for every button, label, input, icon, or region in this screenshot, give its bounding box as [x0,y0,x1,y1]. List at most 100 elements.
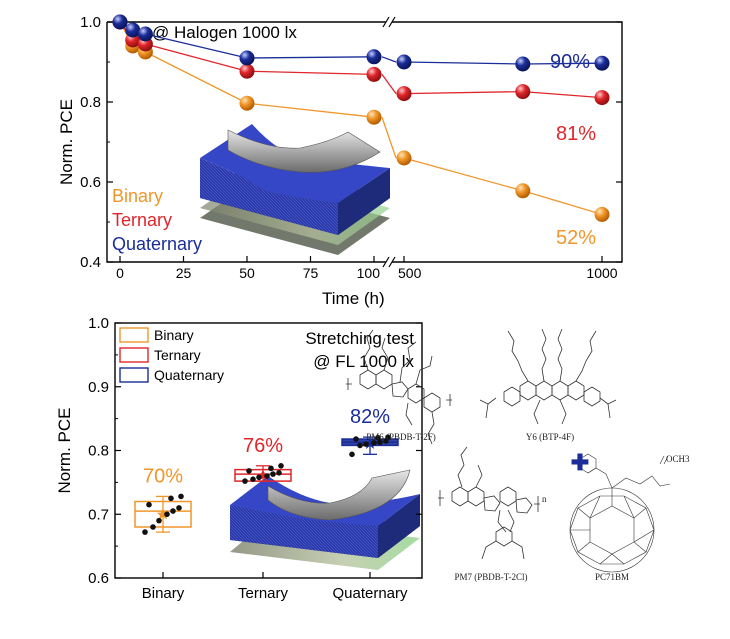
bottom-x-tick-label: Ternary [238,585,289,602]
top-axis-right-frame [392,21,623,263]
pm6-structure [346,329,452,445]
axis-break-mark [388,256,396,268]
quaternary-value-label: 82% [350,406,390,428]
bottom-legend-swatch-ternary [119,347,149,363]
bottom-y-tick-label: 0.7 [88,506,109,523]
top-y-axis-title: Norm. PCE [57,99,76,185]
top-chart-title: @ Halogen 1000 lx [152,23,297,42]
binary-line-bridge [381,116,397,159]
binary-point [594,206,610,222]
quaternary-data-point [371,440,377,446]
ternary-box [234,468,292,482]
quaternary-point [594,55,610,71]
top-y-tick-label: 1.0 [80,14,101,31]
binary-point [366,109,382,125]
pm7-label: PM7 (PBDB-T-2Cl) [455,572,528,582]
top-x-axis-title: Time (h) [322,289,385,308]
ternary-point [366,66,382,82]
top-x-tick-label: 25 [176,265,192,281]
bottom-title-line-1: Stretching test [305,329,414,348]
ternary-data-point [242,478,248,484]
repeat-n-label: n [542,494,547,504]
binary-point [396,150,412,166]
ternary-data-point [250,476,256,482]
ternary-line-b [403,90,603,99]
quaternary-data-point [353,436,359,442]
legend-binary: Binary [112,186,163,206]
top-y-tick-label: 0.8 [80,94,101,111]
top-y-tick-label: 0.4 [80,254,101,271]
bottom-legend-quaternary: Quaternary [154,367,224,383]
quaternary-data-point [363,441,369,447]
ternary-point [396,86,412,102]
quaternary-point [366,49,382,65]
bottom-legend-swatch-binary [119,327,149,343]
binary-data-point [142,529,148,535]
plus-sign: ✚ [571,450,589,475]
quaternary-point [125,22,141,38]
top-x-tick-label: 100 [357,265,381,281]
top-x-tick-label: 0 [116,265,124,281]
binary-data-point [164,511,170,518]
axis-break-mark [388,16,396,28]
top-x-tick-label: 75 [303,265,319,281]
binary-point [515,183,531,199]
binary-data-point [170,508,176,514]
binary-point [239,95,255,111]
ternary-line-bridge [381,74,397,94]
quaternary-data-point [375,434,381,441]
top-x-tick-label: 500 [398,265,422,281]
bottom-legend-ternary: Ternary [154,347,201,363]
legend-quaternary: Quaternary [112,234,202,254]
legend-ternary: Ternary [112,210,172,230]
binary-data-point [146,501,152,508]
axis-break-mark [382,256,390,268]
binary-data-point [168,495,174,502]
stretching-chart: 0.6 0.7 0.8 0.9 1.0 Binary Ternary Quaternary No… [55,315,423,602]
axis-break-mark [382,16,390,28]
bottom-x-tick-label: Quaternary [332,585,408,602]
binary-box [134,500,192,528]
bottom-y-tick-label: 0.6 [88,570,109,587]
bottom-x-tick-label: Binary [142,585,185,602]
ternary-data-point [276,470,282,476]
bottom-device-illustration [230,469,420,570]
binary-data-point [156,517,162,524]
ternary-point [594,90,610,106]
quaternary-point [396,54,412,70]
binary-line-b [403,157,603,216]
chemical-structures: ✚ PM6 (PBDB-T-2F) Y6 (BTP-4F) PM7 (PBDB-… [346,328,690,582]
bottom-y-tick-label: 1.0 [88,315,109,332]
ome-label: OCH3 [666,454,690,464]
ternary-data-point [278,463,284,469]
bottom-y-tick-label: 0.8 [88,443,109,460]
bottom-legend-binary: Binary [154,327,194,343]
ternary-data-point [264,473,270,479]
ternary-point [515,84,531,100]
binary-data-point [150,524,156,530]
ternary-data-point [246,468,252,474]
ternary-data-point [270,471,276,477]
y6-label: Y6 (BTP-4F) [526,432,574,442]
ternary-final-label: 81% [556,123,596,145]
binary-final-label: 52% [556,227,596,249]
quaternary-point [239,50,255,66]
y6-structure [479,328,617,425]
bottom-y-tick-label: 0.9 [88,379,109,396]
binary-data-point [176,505,182,511]
top-x-tick-label: 50 [239,265,255,281]
binary-value-label: 70% [143,465,183,487]
ternary-value-label: 76% [243,435,283,457]
quaternary-data-point [385,434,391,440]
quaternary-line-bridge [381,56,397,63]
top-y-tick-label: 0.6 [80,174,101,191]
binary-data-point [178,493,184,500]
aging-chart: 0.4 0.6 0.8 1.0 0 25 50 75 100 500 1000 Time (h) Nor… [57,14,623,308]
pm7-structure [438,446,540,560]
quaternary-final-label: 90% [550,51,590,73]
quaternary-data-point [377,439,383,446]
quaternary-point [515,56,531,72]
top-x-tick-label: 1000 [586,265,617,281]
bottom-legend-swatch-quaternary [119,367,149,383]
